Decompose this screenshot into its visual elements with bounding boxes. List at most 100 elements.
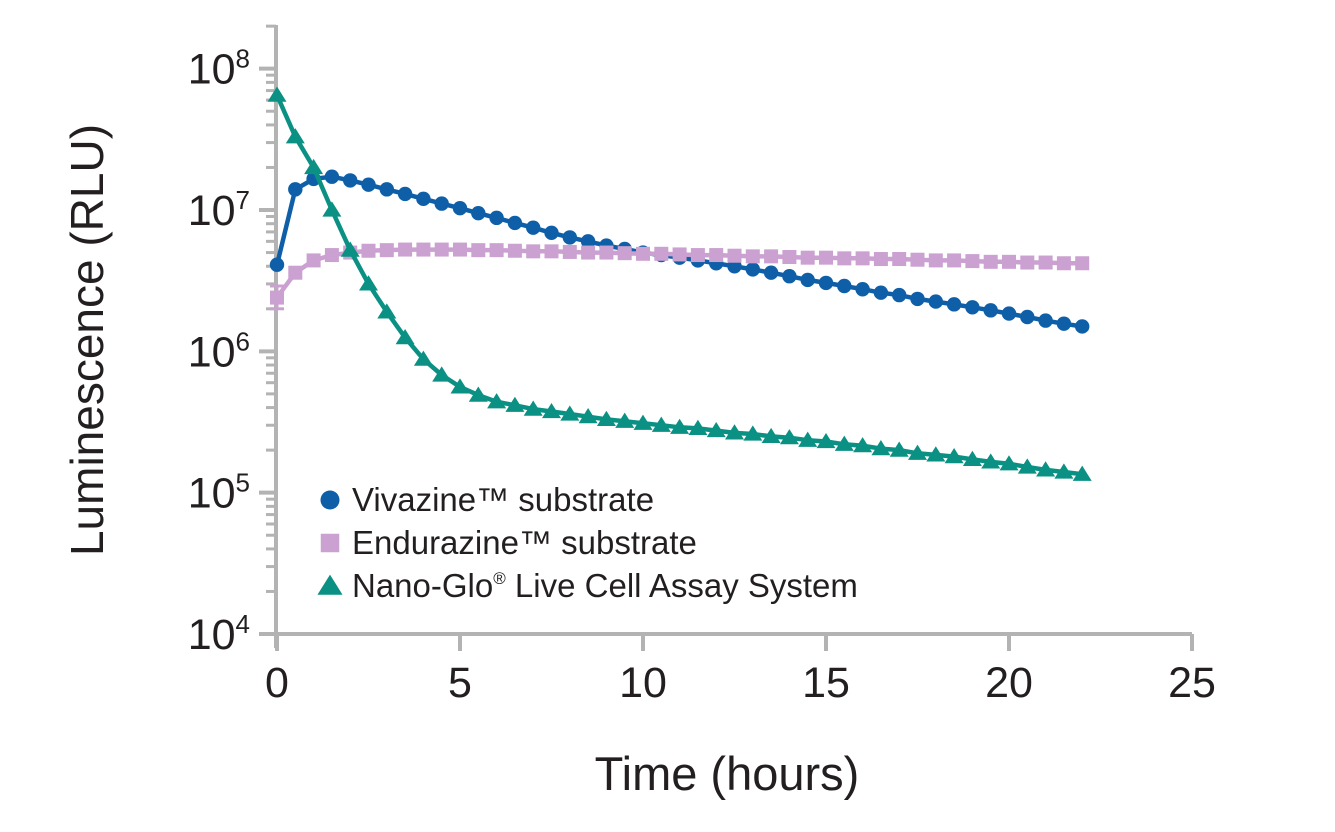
data-point-marker (581, 245, 596, 260)
legend: Vivazine™ substrate Endurazine™ substrate… (317, 481, 858, 604)
data-point-marker (779, 429, 799, 445)
data-point-marker (855, 251, 870, 266)
data-point-marker (288, 265, 303, 280)
data-point-marker (450, 378, 470, 394)
x-tick-label: 5 (448, 659, 472, 707)
data-point-marker (837, 278, 852, 294)
y-axis-title: Luminescence (RLU) (61, 124, 113, 556)
data-point-marker (782, 250, 797, 265)
data-point-marker (1056, 316, 1072, 331)
data-point-marker (892, 287, 907, 303)
data-point-marker (580, 234, 596, 249)
data-point-marker (288, 182, 303, 197)
series-line (274, 92, 1085, 477)
data-point-marker (507, 215, 523, 231)
data-point-marker (725, 424, 744, 440)
data-point-marker (1020, 309, 1035, 325)
data-point-marker (434, 242, 449, 257)
data-point-marker (489, 210, 504, 226)
data-point-marker (544, 244, 559, 259)
data-point-marker (928, 294, 943, 309)
data-point-marker (763, 265, 779, 280)
data-point-marker (487, 393, 507, 409)
data-point-marker (398, 242, 413, 257)
data-point-marker (377, 303, 397, 319)
legend-item: Nano-Glo® Live Cell Assay System (317, 567, 858, 604)
data-point-marker (340, 241, 360, 257)
data-point-marker (745, 249, 760, 264)
data-point-marker (1056, 256, 1071, 271)
y-tick-label: 107 (188, 185, 250, 235)
y-tick-label: 104 (188, 609, 250, 659)
data-point-marker (764, 249, 779, 264)
data-point-marker (489, 243, 504, 258)
data-point-marker (761, 427, 781, 444)
data-point-marker (1017, 458, 1037, 474)
data-point-marker (983, 303, 998, 318)
legend-label: Nano-Glo® Live Cell Assay System (352, 567, 858, 604)
data-point-marker (654, 246, 669, 261)
data-point-marker (947, 253, 962, 268)
data-point-marker (688, 419, 708, 435)
data-point-marker (800, 272, 815, 288)
tick-labels: 108 107 106 105 104 0 5 10 15 20 25 (188, 44, 1216, 707)
data-point-marker (910, 252, 925, 267)
data-point-marker (304, 158, 324, 175)
data-point-marker (306, 253, 321, 268)
data-point-marker (416, 191, 431, 207)
data-point-marker (471, 243, 486, 258)
data-point-marker (651, 416, 671, 432)
data-point-marker (1054, 463, 1074, 479)
data-point-marker (322, 201, 342, 217)
x-axis-title: Time (hours) (595, 747, 860, 800)
data-point-marker (617, 246, 632, 261)
data-point-marker (727, 248, 742, 263)
legend-item: Vivazine™ substrate (320, 481, 654, 518)
data-point-marker (892, 252, 907, 267)
data-point-marker (269, 257, 285, 272)
data-point-marker (505, 396, 525, 412)
data-point-marker (926, 446, 946, 462)
data-point-marker (928, 253, 943, 268)
data-point-marker (434, 196, 449, 211)
data-point-marker (672, 247, 687, 262)
x-tick-label: 0 (265, 659, 289, 707)
data-point-marker (873, 285, 889, 300)
data-point-marker (690, 248, 705, 263)
data-point-marker (1072, 465, 1092, 481)
data-point-marker (743, 425, 763, 441)
data-point-marker (1002, 254, 1016, 269)
data-point-marker (361, 243, 376, 258)
data-point-marker (946, 297, 962, 312)
data-point-marker (837, 251, 852, 266)
legend-item: Endurazine™ substrate (320, 524, 697, 561)
data-point-marker (800, 250, 815, 265)
data-point-marker (1075, 256, 1090, 271)
data-point-marker (413, 350, 433, 366)
data-point-marker (670, 418, 690, 434)
data-point-marker (471, 205, 486, 221)
data-point-marker (798, 431, 818, 447)
data-point-marker (395, 329, 415, 345)
data-point-marker (981, 453, 1001, 469)
y-tick-label: 105 (188, 468, 250, 518)
data-point-marker (745, 262, 760, 277)
legend-label: Endurazine™ substrate (352, 524, 697, 561)
data-point-marker (1020, 255, 1035, 270)
data-point-marker (910, 291, 925, 307)
x-tick-label: 10 (619, 659, 667, 707)
data-point-marker (965, 300, 980, 315)
data-point-marker (1038, 255, 1053, 270)
data-point-marker (873, 252, 888, 267)
axes (259, 25, 1194, 651)
data-point-marker (633, 414, 653, 430)
data-point-marker (599, 245, 614, 260)
data-point-marker (285, 128, 305, 144)
data-point-marker (544, 225, 559, 240)
data-point-marker (317, 574, 343, 595)
data-point-marker (944, 447, 964, 464)
data-point-marker (578, 408, 598, 424)
data-point-marker (596, 410, 616, 426)
data-point-marker (526, 220, 541, 235)
